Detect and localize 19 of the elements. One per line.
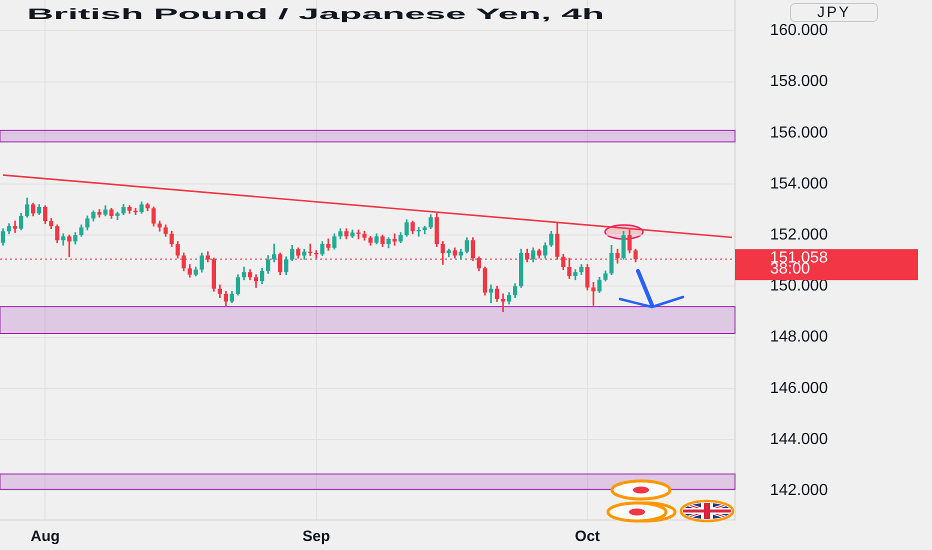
y-tick-label: 152.000 [770, 226, 828, 244]
y-tick-label: 144.000 [770, 430, 828, 448]
y-tick-label: 142.000 [770, 482, 828, 500]
x-tick-label: Aug [30, 528, 60, 546]
y-tick-label: 146.000 [770, 380, 828, 397]
y-tick-label: 148.000 [770, 328, 828, 346]
candlestick [488, 284, 494, 304]
y-tick-label: 156.000 [770, 124, 828, 142]
candlestick [591, 282, 596, 306]
candlestick [12, 220, 18, 233]
y-tick-label: 160.000 [770, 22, 828, 40]
y-tick-label: 154.000 [770, 175, 828, 192]
candlestick [356, 230, 361, 240]
candlestick [500, 294, 506, 312]
x-tick-label: Sep [302, 528, 330, 546]
x-tick-label: Oct [574, 528, 600, 546]
y-tick-label: 158.000 [770, 73, 828, 90]
text: JPY [790, 3, 878, 22]
chart-title: British Pound / Japanese Yen, 4h [27, 6, 604, 23]
